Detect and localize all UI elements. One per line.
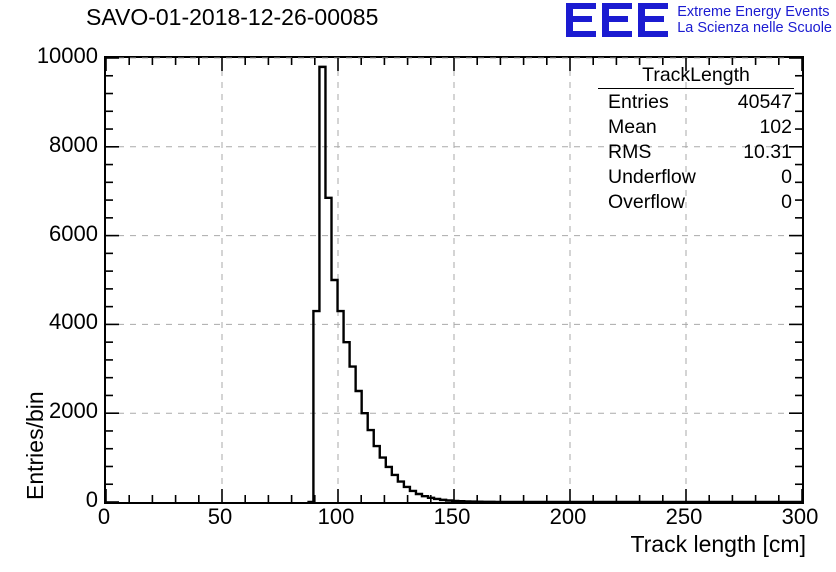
y-tick-label: 0 [85, 487, 98, 512]
stats-row-value: 40547 [737, 91, 792, 113]
stats-row-value: 0 [781, 190, 792, 213]
axis-tick-marks [105, 57, 803, 503]
histogram-curve [307, 67, 802, 502]
stats-row-key: Mean [608, 115, 657, 138]
y-tick-label: 2000 [49, 398, 98, 424]
stats-row-key: Underflow [608, 165, 696, 188]
stats-row: Entries 40547 [598, 90, 794, 115]
y-tick-label: 4000 [49, 309, 98, 335]
x-tick-label: 50 [207, 504, 233, 529]
stats-row-key: Entries [608, 91, 669, 113]
stats-row-key: RMS [608, 140, 652, 163]
plot-frame [104, 56, 804, 504]
stats-row-key: Overflow [608, 190, 685, 213]
histogram-plot [105, 57, 803, 503]
stats-row-value: 10.31 [743, 140, 792, 163]
eee-logo-line2: La Scienza nelle Scuole [677, 20, 832, 36]
stats-row-value: 0 [781, 165, 792, 188]
stats-box-title: TrackLength [598, 64, 794, 89]
eee-logo-text: Extreme Energy Events La Scienza nelle S… [677, 4, 832, 36]
x-tick-label: 300 [781, 504, 819, 529]
y-axis-tick-labels: 0 2000 4000 6000 8000 10000 [0, 0, 98, 572]
y-tick-label: 8000 [49, 131, 98, 157]
stats-row: Mean 102 [598, 115, 794, 140]
x-tick-label: 250 [665, 504, 703, 529]
stats-row: RMS 10.31 [598, 140, 794, 165]
stats-row: Underflow 0 [598, 165, 794, 190]
page-title: SAVO-01-2018-12-26-00085 [86, 4, 379, 30]
x-tick-label: 0 [97, 504, 111, 529]
eee-logo: Extreme Energy Events La Scienza nelle S… [566, 2, 832, 38]
x-axis-title: Track length [cm] [630, 531, 806, 557]
stats-row-value: 102 [759, 115, 792, 138]
stats-box: TrackLength Entries 40547 Mean 102 RMS 10.31 U… [598, 64, 794, 215]
x-tick-label: 150 [433, 504, 471, 529]
stats-box-rows: Entries 40547 Mean 102 RMS 10.31 Underflow 0 Ove… [598, 90, 794, 215]
eee-logo-line1: Extreme Energy Events [677, 3, 830, 20]
x-tick-label: 200 [549, 504, 587, 529]
eee-logo-mark [566, 3, 669, 37]
stats-row: Overflow 0 [598, 190, 794, 215]
x-tick-label: 100 [317, 504, 355, 529]
y-tick-label: 10000 [36, 43, 98, 68]
y-tick-label: 6000 [49, 220, 98, 246]
